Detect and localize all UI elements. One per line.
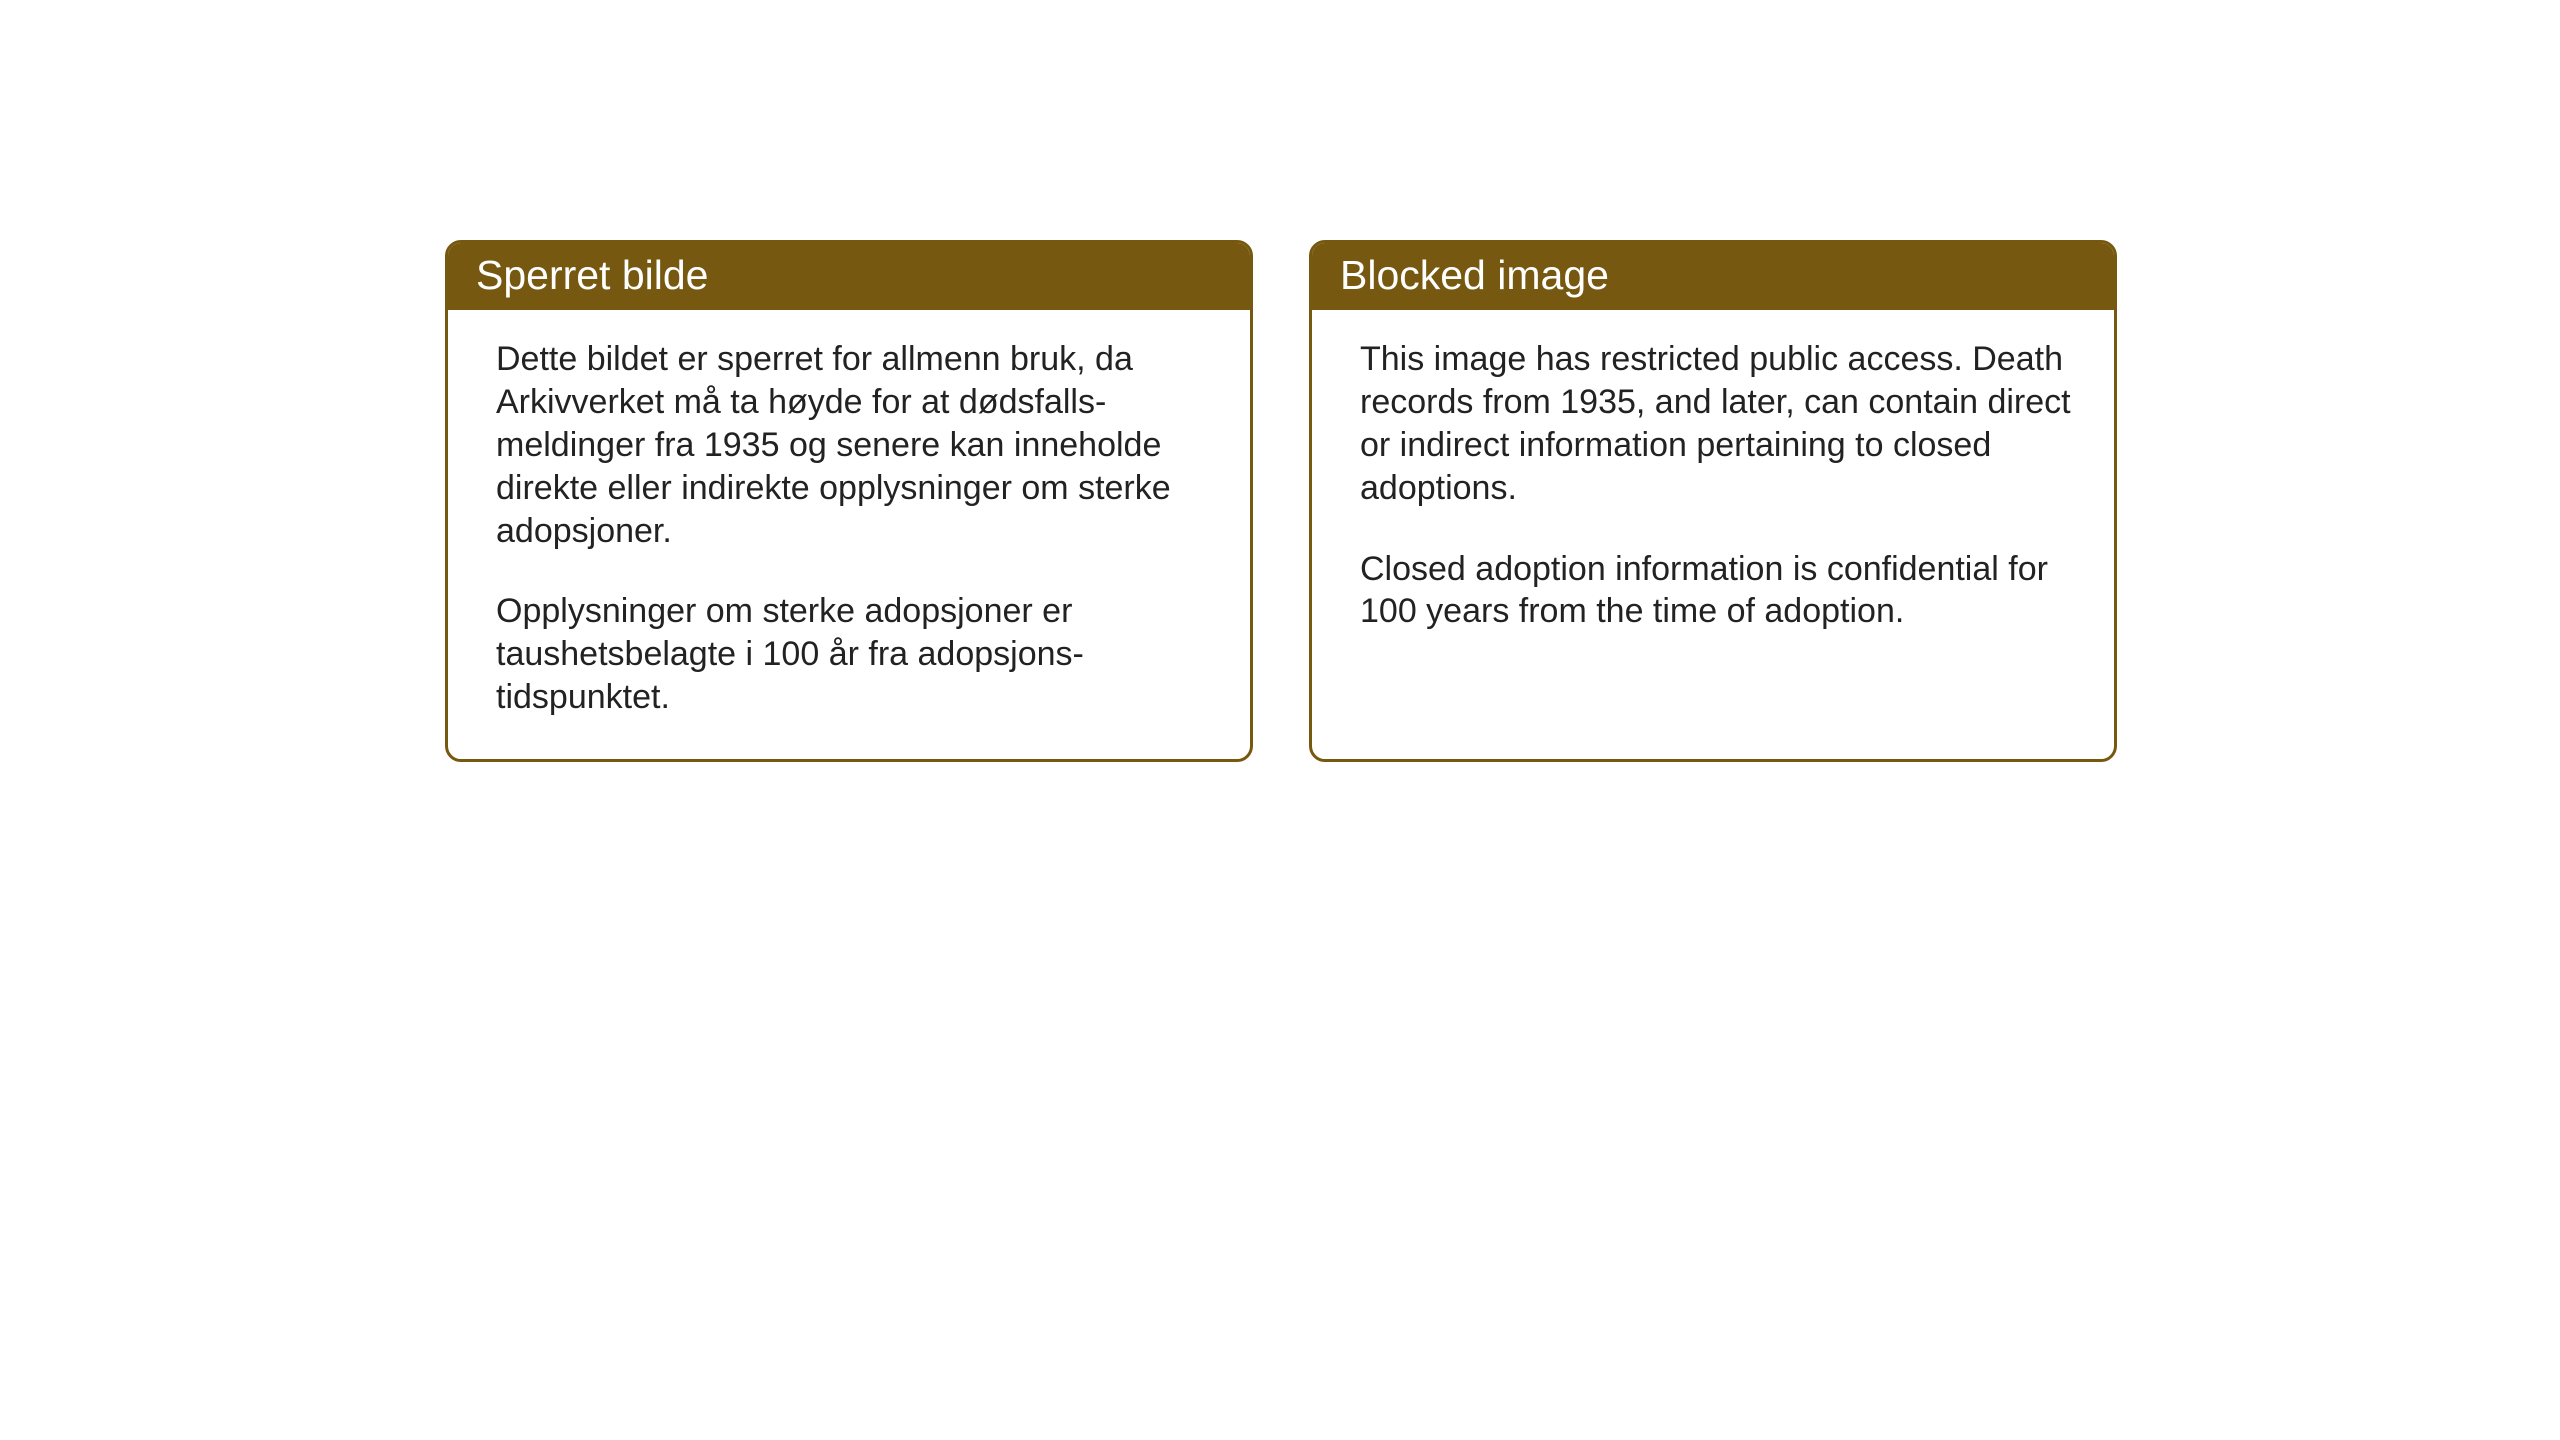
card-header-english: Blocked image	[1312, 243, 2114, 310]
paragraph-1-english: This image has restricted public access.…	[1360, 338, 2072, 509]
cards-container: Sperret bilde Dette bildet er sperret fo…	[445, 240, 2117, 762]
paragraph-1-norwegian: Dette bildet er sperret for allmenn bruk…	[496, 338, 1208, 552]
card-body-english: This image has restricted public access.…	[1312, 310, 2114, 733]
card-norwegian: Sperret bilde Dette bildet er sperret fo…	[445, 240, 1253, 762]
card-header-norwegian: Sperret bilde	[448, 243, 1250, 310]
paragraph-2-norwegian: Opplysninger om sterke adopsjoner er tau…	[496, 590, 1208, 718]
paragraph-2-english: Closed adoption information is confident…	[1360, 548, 2072, 634]
card-body-norwegian: Dette bildet er sperret for allmenn bruk…	[448, 310, 1250, 759]
card-english: Blocked image This image has restricted …	[1309, 240, 2117, 762]
